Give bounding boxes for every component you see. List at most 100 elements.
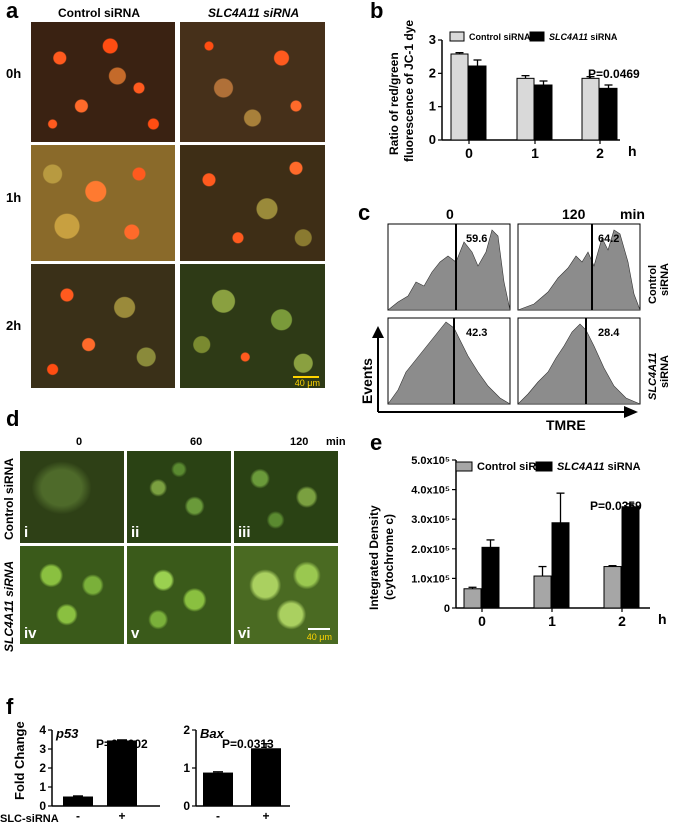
histogram-control-0: 59.6 <box>387 223 511 311</box>
chart-f2-bar <box>203 772 233 806</box>
scale-bar-a-label: 40 μm <box>294 378 320 388</box>
roman-i: i <box>24 524 29 541</box>
percent-slc-120: 28.4 <box>598 327 620 339</box>
chart-e-ytick-label: 0 <box>444 603 450 615</box>
panel-d-row-control: Control siRNA <box>2 458 16 540</box>
chart-b: Ratio of red/green fluorescence of JC-1 … <box>387 20 640 162</box>
histogram-slc-120: 28.4 <box>517 317 641 405</box>
chart-e-legend-label: Control siRNA <box>477 461 552 473</box>
chart-e-bar <box>533 575 552 609</box>
micrograph-d-ii: ii <box>127 451 231 543</box>
chart-b-bar <box>599 87 618 141</box>
panel-a-header-control: Control siRNA <box>58 6 140 20</box>
panel-d-row-slc: SLC4A11 siRNA <box>2 560 16 652</box>
panel-a-row-1h: 1h <box>6 190 22 205</box>
chart-e-ytick-label: 3.0x10⁵ <box>411 514 450 526</box>
panel-a-label: a <box>6 0 19 23</box>
chart-b-legend-label: Control siRNA <box>469 32 531 42</box>
panel-f-label: f <box>6 694 14 719</box>
chart-b-xtick-label: 2 <box>596 145 604 161</box>
scale-bar-d <box>308 628 330 630</box>
chart-e-legend-swatch <box>535 461 553 472</box>
chart-f1-title: p53 <box>55 726 79 741</box>
chart-c-y-axis-label: Events <box>359 358 375 404</box>
micrograph-d-i: i <box>20 451 124 543</box>
chart-e-xunit: h <box>658 611 667 627</box>
panel-a-row-2h: 2h <box>6 318 22 333</box>
chart-b-ytick-label: 3 <box>429 32 436 47</box>
scale-bar-a <box>293 376 319 378</box>
panel-d-header-60: 60 <box>190 436 203 448</box>
chart-e-ytick-label: 1.0x10⁵ <box>411 573 450 585</box>
panel-c-unit: min <box>620 206 645 222</box>
micrograph-a-control-0h <box>31 22 175 142</box>
scale-bar-d-label: 40 μm <box>306 632 332 642</box>
chart-b-legend-label: SLC4A11 siRNA <box>549 32 618 42</box>
micrograph-a-slc-0h <box>180 22 325 142</box>
chart-e-bar <box>463 588 482 609</box>
roman-iv: iv <box>24 625 37 642</box>
chart-e-pvalue: P=0.0359 <box>590 499 642 513</box>
chart-b-bar <box>468 65 487 141</box>
roman-iii: iii <box>238 524 251 541</box>
chart-e-ytick-label: 5.0x10⁵ <box>411 455 450 467</box>
micrograph-d-vi: vi 40 μm <box>234 546 338 644</box>
chart-f1-ytick-label: 0 <box>39 799 46 813</box>
chart-b-xtick-label: 1 <box>531 145 539 161</box>
chart-e-bar <box>621 506 640 609</box>
chart-f1-ytick-label: 3 <box>39 742 46 756</box>
chart-f1-xtick-label: + <box>118 809 125 823</box>
chart-f2-xtick-label: - <box>216 809 220 823</box>
chart-e-ytick-label: 2.0x10⁵ <box>411 544 450 556</box>
chart-f1-bar <box>107 740 137 806</box>
chart-f2-ytick-label: 2 <box>183 723 190 737</box>
chart-e-legend-label: SLC4A11 siRNA <box>557 461 641 473</box>
panel-d-unit: min <box>326 436 346 448</box>
chart-b-ytick-label: 1 <box>429 99 436 114</box>
chart-c-row1-line2: siRNA <box>659 263 671 296</box>
chart-b-ytick-label: 2 <box>429 65 436 80</box>
percent-slc-0: 42.3 <box>466 327 487 339</box>
micrograph-a-control-1h <box>31 145 175 261</box>
chart-e-ylabel-2: (cytochrome c) <box>382 514 396 600</box>
chart-f1-bar <box>63 796 93 806</box>
chart-b-pvalue: P=0.0469 <box>588 67 640 81</box>
chart-e-bar <box>551 522 570 609</box>
chart-b-ylabel-2: fluorescence of JC-1 dye <box>402 20 416 162</box>
micrograph-a-control-2h <box>31 264 175 388</box>
micrograph-a-slc-1h <box>180 145 325 261</box>
panel-c-header-120: 120 <box>562 206 586 222</box>
chart-c: 59.6 64.2 42.3 28.4 Events TMRE Control … <box>359 223 671 432</box>
chart-b-xunit: h <box>628 143 637 159</box>
chart-b-legend-swatch <box>529 31 545 42</box>
micrograph-a-slc-2h: 40 μm <box>180 264 325 388</box>
chart-f2-xtick-label: + <box>262 809 269 823</box>
micrograph-d-iii: iii <box>234 451 338 543</box>
chart-c-row2-line2: siRNA <box>659 355 671 388</box>
chart-f1-ytick-label: 4 <box>39 723 46 737</box>
chart-e: Integrated Density (cytochrome c) 0 1.0x1… <box>367 455 667 629</box>
chart-c-row2-line1: SLC4A11 <box>647 353 659 400</box>
histogram-control-120: 64.2 <box>517 223 641 311</box>
micrograph-d-v: v <box>127 546 231 644</box>
panel-d-label: d <box>6 406 20 431</box>
chart-b-legend-swatch <box>449 31 465 42</box>
chart-e-bar <box>603 566 622 609</box>
percent-control-0: 59.6 <box>466 233 487 245</box>
panel-d-header-0: 0 <box>76 436 83 448</box>
chart-b-ytick-label: 0 <box>429 132 436 147</box>
chart-e-xtick-label: 0 <box>478 613 486 629</box>
chart-c-row1-line1: Control <box>647 265 659 304</box>
chart-f2-bar <box>251 748 281 806</box>
chart-b-ylabel-1: Ratio of red/green <box>387 52 401 155</box>
roman-v: v <box>131 625 140 642</box>
chart-b-xtick-label: 0 <box>465 145 473 161</box>
panel-c-header-0: 0 <box>446 206 454 222</box>
chart-f1-ytick-label: 2 <box>39 761 46 775</box>
panel-e-label: e <box>370 430 383 455</box>
chart-e-ylabel-1: Integrated Density <box>367 505 381 610</box>
micrograph-d-iv: iv <box>20 546 124 644</box>
chart-b-bar <box>534 84 553 141</box>
chart-f2-ytick-label: 0 <box>183 799 190 813</box>
